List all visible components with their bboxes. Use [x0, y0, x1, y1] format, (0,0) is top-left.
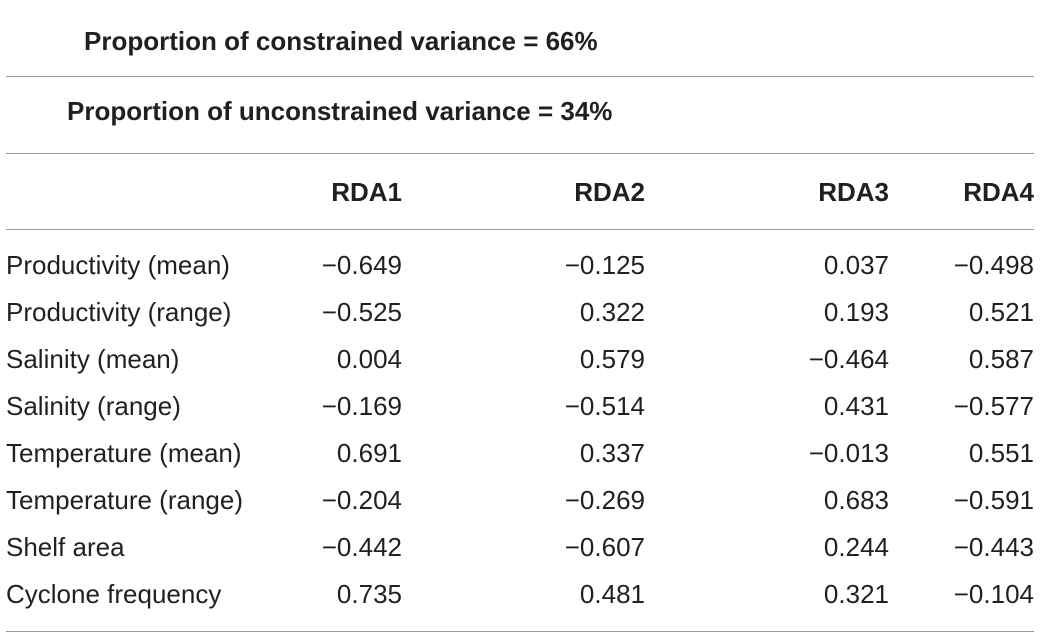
- cell-value: 0.551: [968, 438, 1034, 468]
- cell-value: 0.521: [968, 297, 1034, 327]
- table-row: Salinity (range) −0.169 −0.514 0.431 −0.…: [6, 383, 1034, 430]
- column-header-rda3: RDA3: [818, 176, 889, 207]
- cell-value: −0.649: [321, 250, 402, 280]
- row-label: Shelf area: [6, 532, 125, 562]
- row-label: Temperature (mean): [6, 438, 242, 468]
- column-header-variable: [6, 160, 256, 224]
- cell-value: −0.464: [808, 344, 889, 374]
- cell-value: 0.037: [823, 250, 889, 280]
- row-label: Salinity (range): [6, 391, 181, 421]
- cell-value: −0.607: [564, 532, 645, 562]
- table-row: Productivity (range) −0.525 0.322 0.193 …: [6, 289, 1034, 336]
- cell-value: 0.004: [336, 344, 402, 374]
- cell-value: 0.337: [579, 438, 645, 468]
- cell-value: 0.481: [579, 579, 645, 609]
- cell-value: 0.691: [336, 438, 402, 468]
- cell-value: −0.204: [321, 485, 402, 515]
- constrained-variance-caption: Proportion of constrained variance = 66%: [84, 26, 598, 56]
- cell-value: 0.321: [823, 579, 889, 609]
- header-divider: [6, 229, 1034, 230]
- cell-value: 0.431: [823, 391, 889, 421]
- column-header-rda4: RDA4: [963, 176, 1034, 207]
- cell-value: −0.498: [953, 250, 1034, 280]
- cell-value: 0.322: [579, 297, 645, 327]
- column-header-rda2: RDA2: [574, 176, 645, 207]
- cell-value: 0.244: [823, 532, 889, 562]
- table-row: Salinity (mean) 0.004 0.579 −0.464 0.587: [6, 336, 1034, 383]
- row-label: Salinity (mean): [6, 344, 180, 374]
- table-row: Temperature (mean) 0.691 0.337 −0.013 0.…: [6, 430, 1034, 477]
- cell-value: 0.683: [823, 485, 889, 515]
- cell-value: −0.443: [953, 532, 1034, 562]
- table-row: Productivity (mean) −0.649 −0.125 0.037 …: [6, 224, 1034, 289]
- rda-loadings-table: RDA1 RDA2 RDA3 RDA4 Productivity (mean) …: [6, 160, 1034, 618]
- table-bottom-rule: [6, 631, 1034, 632]
- cell-value: −0.169: [321, 391, 402, 421]
- cell-value: 0.587: [968, 344, 1034, 374]
- cell-value: −0.525: [321, 297, 402, 327]
- divider: [6, 76, 1034, 77]
- row-label: Productivity (mean): [6, 250, 230, 280]
- divider: [6, 153, 1034, 154]
- table-header-row: RDA1 RDA2 RDA3 RDA4: [6, 160, 1034, 224]
- row-label: Productivity (range): [6, 297, 232, 327]
- table-row: Cyclone frequency 0.735 0.481 0.321 −0.1…: [6, 571, 1034, 618]
- cell-value: 0.579: [579, 344, 645, 374]
- cell-value: 0.193: [823, 297, 889, 327]
- table-row: Shelf area −0.442 −0.607 0.244 −0.443: [6, 524, 1034, 571]
- unconstrained-variance-caption: Proportion of unconstrained variance = 3…: [67, 96, 613, 126]
- cell-value: −0.269: [564, 485, 645, 515]
- cell-value: −0.013: [808, 438, 889, 468]
- cell-value: −0.442: [321, 532, 402, 562]
- row-label: Cyclone frequency: [6, 579, 222, 609]
- cell-value: −0.577: [953, 391, 1034, 421]
- cell-value: −0.125: [564, 250, 645, 280]
- row-label: Temperature (range): [6, 485, 243, 515]
- cell-value: 0.735: [336, 579, 402, 609]
- cell-value: −0.104: [953, 579, 1034, 609]
- column-header-rda1: RDA1: [331, 176, 402, 207]
- cell-value: −0.591: [953, 485, 1034, 515]
- table-row: Temperature (range) −0.204 −0.269 0.683 …: [6, 477, 1034, 524]
- cell-value: −0.514: [564, 391, 645, 421]
